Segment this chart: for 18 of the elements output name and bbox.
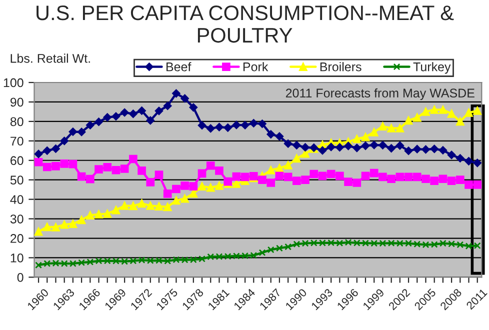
legend-label: Broilers — [320, 62, 362, 72]
annotation: 2011 Forecasts from May WASDE — [286, 88, 474, 100]
y-tick-label: 30 — [10, 214, 24, 224]
y-tick-label: 20 — [10, 234, 24, 243]
chart-title: U.S. PER CAPITA CONSUMPTION--MEAT & POULTRY — [36, 6, 454, 43]
y-tick-label: 80 — [10, 117, 24, 126]
legend-label: Pork — [243, 62, 268, 72]
legend-label: Beef — [166, 62, 192, 72]
y-tick-label: 100 — [4, 78, 24, 88]
y-tick-label: 50 — [10, 176, 24, 184]
y-tick-label: 60 — [10, 156, 24, 166]
y-tick-label: 10 — [10, 254, 24, 262]
y-tick-label: 40 — [10, 195, 24, 204]
legend-label: Turkey — [413, 62, 451, 74]
y-tick-label: 90 — [10, 98, 24, 107]
y-axis-title: Lbs. Retail Wt. — [10, 54, 90, 63]
y-tick-label: 0 — [17, 273, 24, 282]
y-tick-label: 70 — [10, 136, 24, 146]
